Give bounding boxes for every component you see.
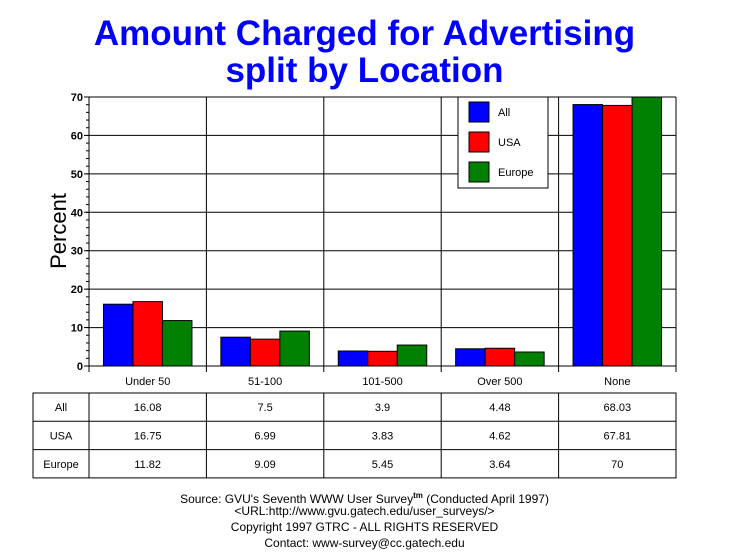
footer-source: Source: GVU's Seventh WWW User Surveytm … (0, 488, 729, 507)
table-cell: 4.48 (489, 402, 510, 414)
legend-swatch-all (468, 101, 490, 123)
table-row-label: USA (50, 430, 73, 442)
table-cell: 16.75 (134, 430, 162, 442)
legend-label: USA (498, 137, 521, 149)
y-axis-label: Percent (46, 193, 71, 269)
legend-swatch-europe (468, 161, 490, 183)
bar-usa (484, 347, 516, 367)
conducted-text: (Conducted April 1997) (422, 492, 549, 506)
y-tick-label: 60 (71, 130, 83, 142)
bar-europe (279, 330, 310, 367)
x-tick-label: Under 50 (125, 376, 170, 388)
table-cell: 6.99 (254, 430, 275, 442)
bar-usa (602, 104, 633, 367)
table-cell: 68.03 (604, 402, 632, 414)
footer-url[interactable]: <URL:http://www.gvu.gatech.edu/user_surv… (234, 504, 495, 518)
chart-subtitle: split by Location (225, 51, 504, 90)
y-tick-label: 30 (71, 246, 83, 258)
bar-usa (249, 338, 281, 367)
legend-label: All (498, 107, 510, 119)
bar-all (455, 348, 486, 367)
table-cell: 4.62 (489, 430, 510, 442)
table-cell: 67.81 (604, 430, 632, 442)
table-row-label: Europe (43, 459, 78, 471)
bar-usa (132, 301, 163, 367)
bar-europe (396, 344, 428, 367)
table-cell: 3.9 (375, 402, 390, 414)
x-tick-label: Over 500 (477, 376, 522, 388)
x-tick-label: 51-100 (248, 376, 282, 388)
bar-all (572, 104, 604, 367)
footer-contact[interactable]: Contact: www-survey@cc.gatech.edu (264, 536, 465, 550)
y-tick-label: 0 (77, 361, 83, 373)
bar-all (102, 303, 134, 367)
bar-usa (367, 350, 398, 367)
y-tick-label: 20 (71, 284, 83, 296)
legend-swatch-usa (468, 131, 490, 153)
bar-all (220, 336, 251, 367)
tm-mark: tm (413, 491, 423, 500)
source-text: Source: GVU's Seventh WWW User Survey (180, 492, 414, 506)
bar-all (337, 350, 369, 367)
table-row-label: All (55, 402, 67, 414)
bar-europe (631, 96, 663, 367)
y-tick-label: 40 (71, 207, 83, 219)
legend-label: Europe (498, 167, 533, 179)
y-tick-label: 10 (71, 323, 83, 335)
footer-copyright: Copyright 1997 GTRC - ALL RIGHTS RESERVE… (230, 520, 499, 534)
table-cell: 3.64 (489, 459, 510, 471)
table-cell: 3.83 (372, 430, 393, 442)
data-table (32, 392, 677, 479)
chart-title: Amount Charged for Advertising (93, 14, 636, 53)
y-tick-label: 50 (71, 169, 83, 181)
table-cell: 16.08 (134, 402, 162, 414)
y-tick-label: 70 (71, 92, 83, 104)
x-tick-label: 101-500 (362, 376, 402, 388)
table-cell: 70 (611, 459, 623, 471)
table-cell: 5.45 (372, 459, 393, 471)
table-cell: 11.82 (134, 459, 161, 471)
bar-europe (161, 320, 193, 367)
table-cell: 7.5 (257, 402, 272, 414)
bar-europe (514, 351, 545, 367)
table-cell: 9.09 (254, 459, 275, 471)
x-tick-label: None (604, 376, 630, 388)
